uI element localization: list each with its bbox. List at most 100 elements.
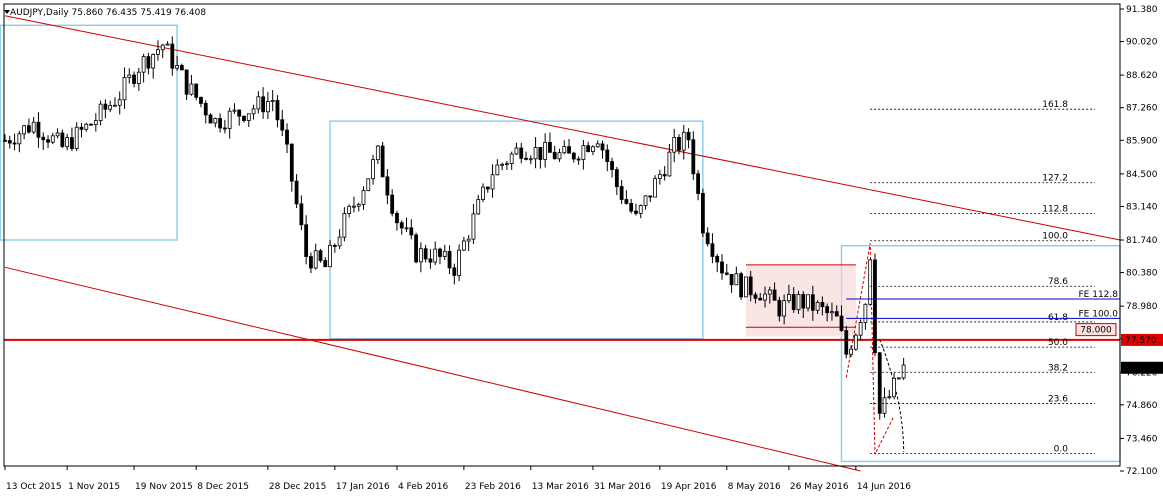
price-label: 77.570 xyxy=(1125,336,1157,346)
candle-body xyxy=(12,142,17,145)
candle-body xyxy=(146,56,151,69)
candle-body xyxy=(552,151,557,160)
candle-body xyxy=(643,195,648,206)
candle-body xyxy=(557,152,562,160)
candle-body xyxy=(208,114,213,124)
candle-body xyxy=(251,108,256,115)
candle-body xyxy=(175,65,179,69)
y-tick-label: 73.460 xyxy=(1126,434,1158,444)
candle-body xyxy=(519,147,524,159)
candle-body xyxy=(395,212,399,224)
zone-rect xyxy=(0,24,178,241)
candle-body xyxy=(863,303,868,323)
candle-body xyxy=(93,120,98,126)
candle-body xyxy=(246,113,251,121)
candle-body xyxy=(60,132,65,147)
y-tick-label: 72.100 xyxy=(1126,467,1158,477)
candle-body xyxy=(681,131,686,151)
channel-lower-line xyxy=(4,266,861,472)
candle-body xyxy=(457,249,462,276)
candle-body xyxy=(184,69,189,95)
candle-body xyxy=(614,169,619,188)
y-tick-label: 87.260 xyxy=(1126,104,1158,114)
candle-body xyxy=(347,205,352,214)
zigzag-line xyxy=(845,243,895,455)
candle-body xyxy=(132,74,136,84)
candle-body xyxy=(361,190,366,205)
candle-body xyxy=(629,203,634,212)
candle-body xyxy=(294,180,299,205)
candle-body xyxy=(767,289,772,295)
candle-body xyxy=(136,71,141,84)
candle-body xyxy=(634,210,638,214)
x-tick-label: 28 Dec 2015 xyxy=(269,482,327,492)
candle-body xyxy=(839,315,844,332)
tag-78-label: 78.000 xyxy=(1080,326,1112,336)
candle-body xyxy=(834,311,839,317)
candle-body xyxy=(342,213,347,238)
candle-body xyxy=(438,248,442,257)
x-tick-label: 26 May 2016 xyxy=(790,482,849,492)
candle-body xyxy=(103,103,108,110)
candle-body xyxy=(213,118,218,124)
candle-body xyxy=(418,248,423,263)
candle-body xyxy=(533,147,538,160)
candle-body xyxy=(433,248,438,263)
fe-label: FE 112.8 xyxy=(1079,290,1119,300)
channel-upper-line xyxy=(4,15,1121,241)
fib-level-label: 78.6 xyxy=(1048,277,1068,287)
candle-body xyxy=(141,56,146,73)
y-tick-label: 91.380 xyxy=(1126,5,1158,15)
candle-body xyxy=(868,259,873,305)
fib-level-label: 0.0 xyxy=(1054,445,1069,455)
candle-body xyxy=(261,96,266,113)
candle-body xyxy=(567,146,571,154)
candle-body xyxy=(571,152,576,160)
candle-body xyxy=(466,238,471,242)
symbol-header: AUDJPY,Daily 75.860 76.435 75.419 76.408 xyxy=(10,8,206,18)
candle-body xyxy=(98,103,103,122)
x-tick-label: 19 Nov 2015 xyxy=(135,482,193,492)
collapse-triangle-icon[interactable] xyxy=(4,10,10,14)
candle-body xyxy=(55,132,60,137)
candle-body xyxy=(787,293,791,302)
candle-body xyxy=(84,123,89,130)
candle-body xyxy=(41,136,46,141)
candle-body xyxy=(299,203,304,226)
candle-body xyxy=(763,293,767,301)
lines-layer xyxy=(4,15,1121,472)
fib-level-label: 112.8 xyxy=(1042,204,1068,214)
candle-body xyxy=(662,174,667,177)
x-tick-label: 14 Jun 2016 xyxy=(857,482,911,492)
candle-body xyxy=(304,224,309,257)
candle-body xyxy=(624,199,629,204)
candle-body xyxy=(686,131,691,141)
price-label-box xyxy=(1121,333,1163,346)
candle-body xyxy=(318,250,323,261)
fib-level-label: 161.8 xyxy=(1042,100,1068,110)
candle-body xyxy=(849,348,853,355)
candle-body xyxy=(46,139,50,143)
candle-body xyxy=(399,222,404,229)
candle-body xyxy=(820,302,825,308)
candle-body xyxy=(447,250,452,269)
candle-body xyxy=(896,377,901,380)
candle-body xyxy=(203,103,208,116)
candle-body xyxy=(17,133,22,145)
candle-body xyxy=(782,300,787,317)
candle-body xyxy=(36,121,41,138)
candle-body xyxy=(791,293,796,311)
candle-body xyxy=(490,174,495,190)
candle-body xyxy=(543,142,548,160)
candle-body xyxy=(638,205,643,214)
y-tick-label: 90.020 xyxy=(1126,38,1158,48)
candle-body xyxy=(423,248,428,260)
candle-body xyxy=(108,105,113,110)
candle-body xyxy=(275,100,280,121)
y-tick-label: 88.620 xyxy=(1126,71,1158,81)
candle-body xyxy=(715,256,720,263)
candle-body xyxy=(404,227,409,230)
candle-body xyxy=(22,125,27,135)
